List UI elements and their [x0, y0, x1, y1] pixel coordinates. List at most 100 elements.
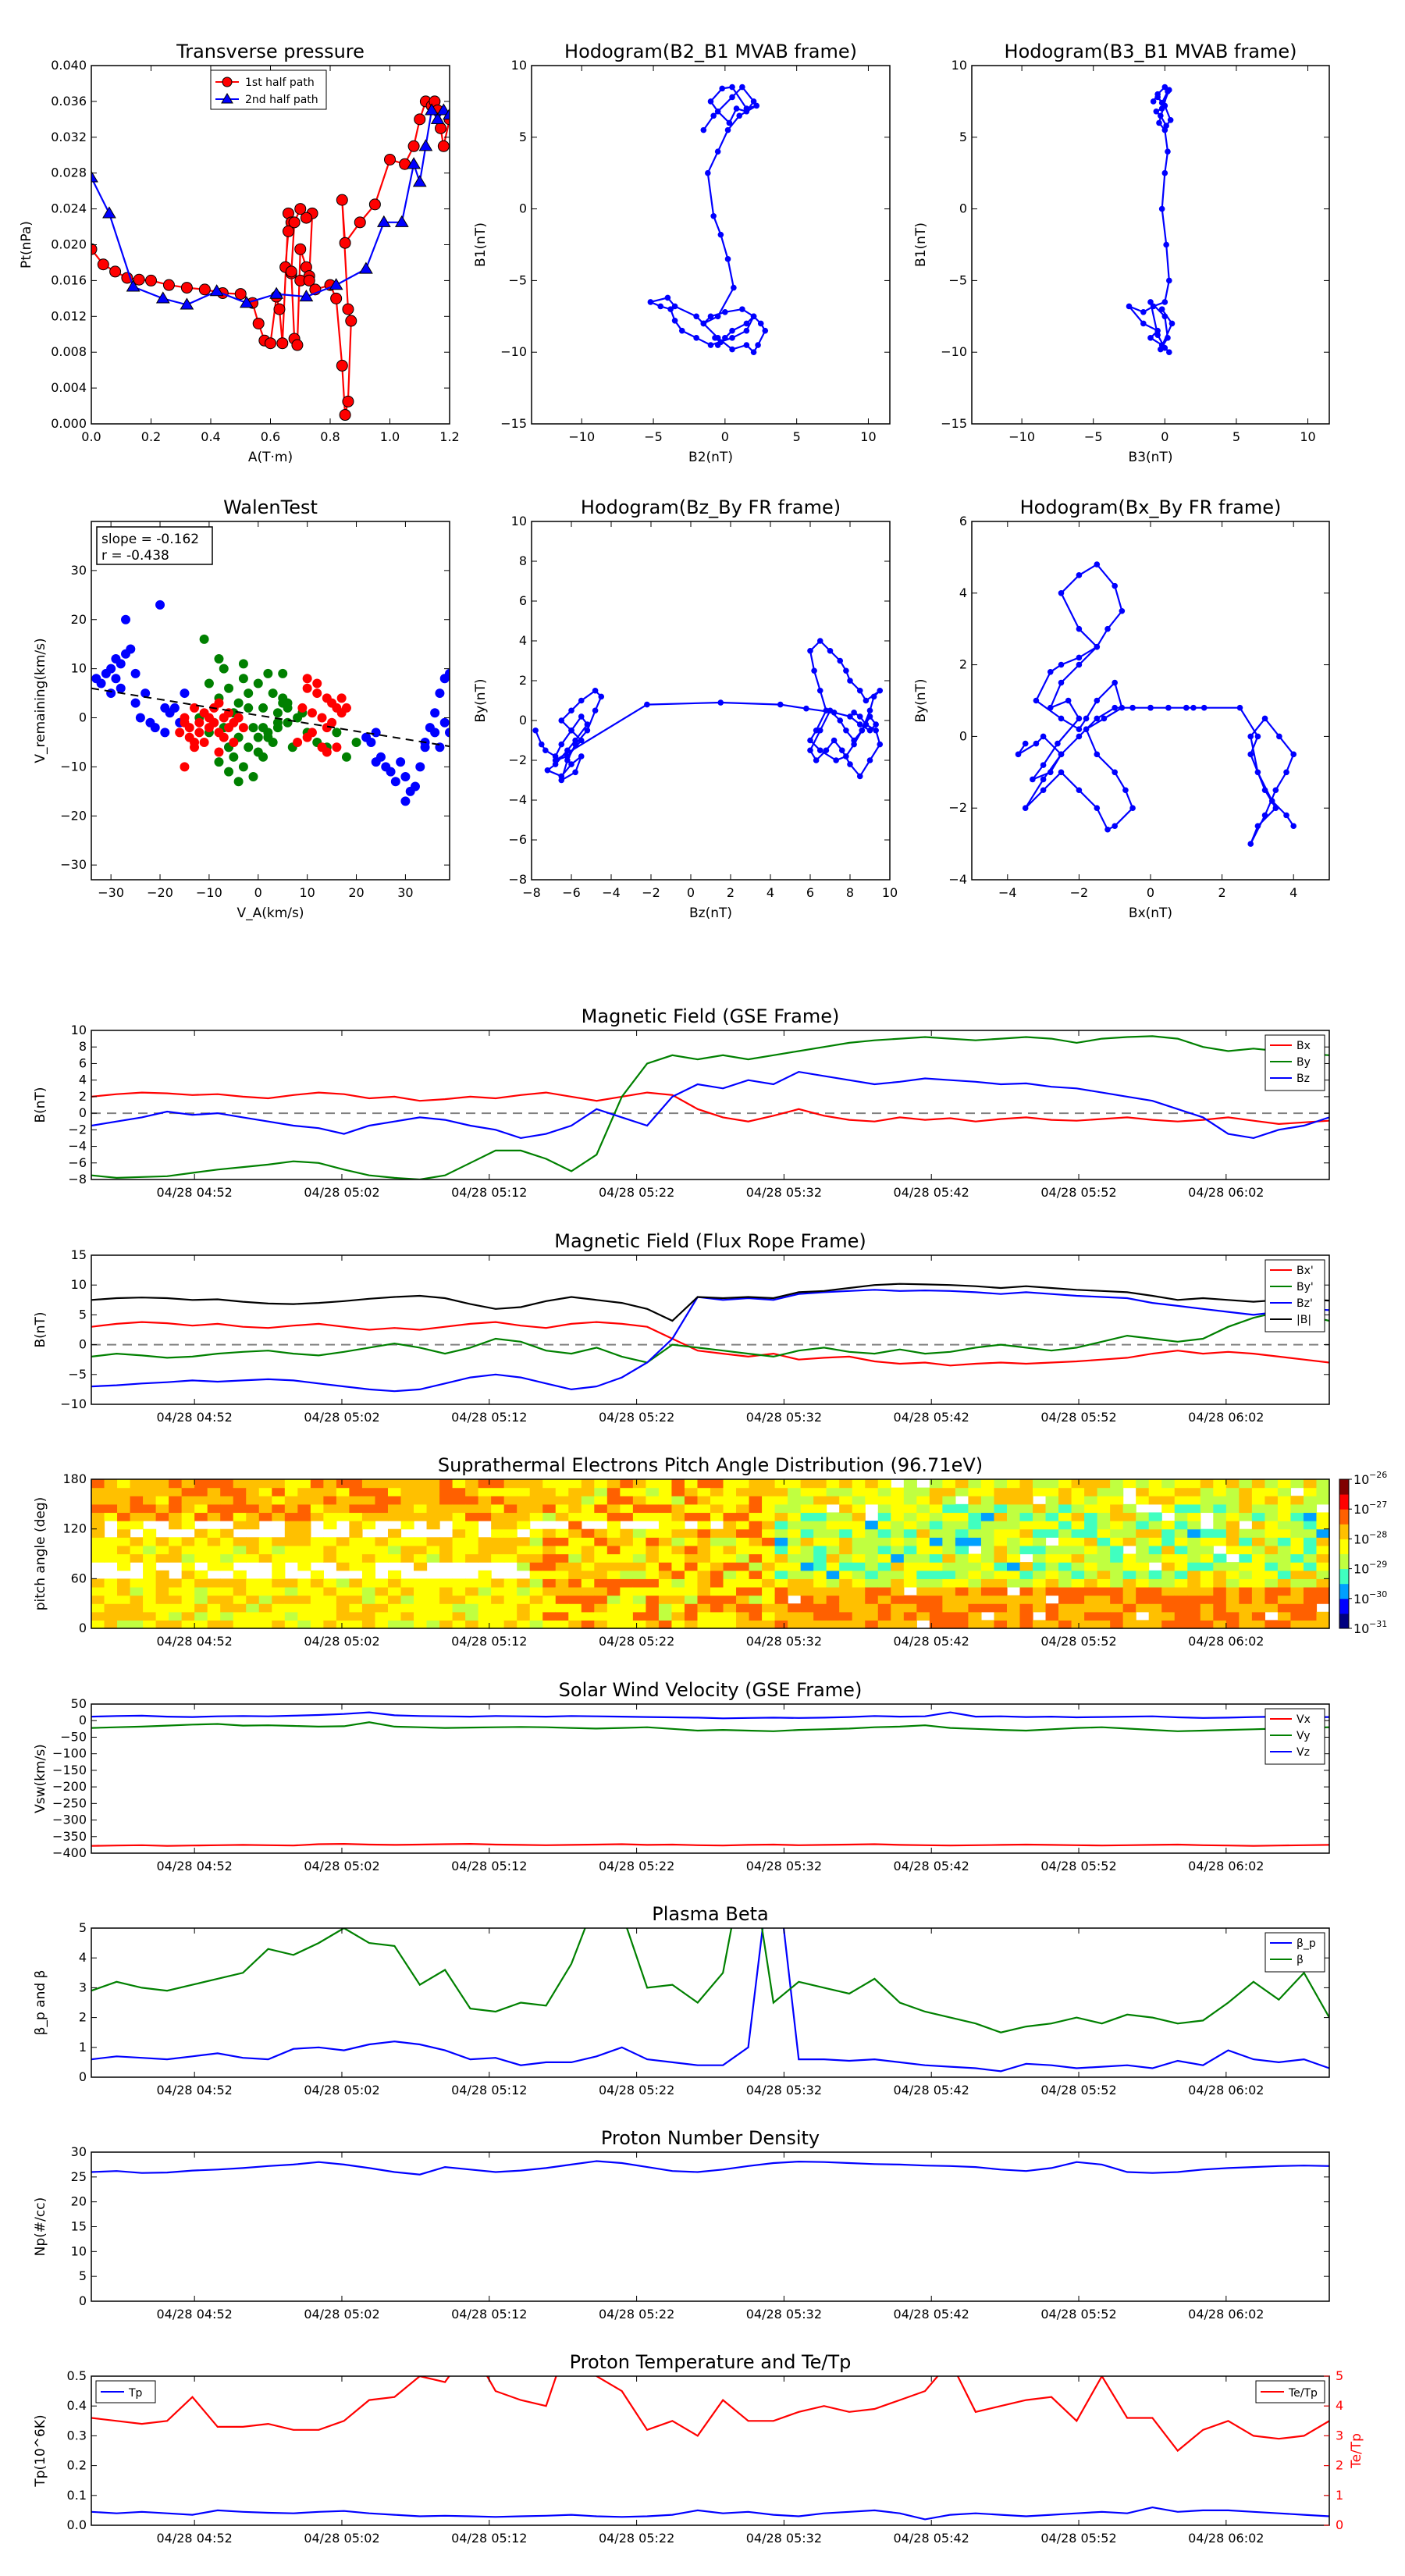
heatmap-cell: [1225, 1570, 1240, 1579]
heatmap-cell: [903, 1479, 917, 1489]
heatmap-cell: [980, 1562, 995, 1571]
heatmap-cell: [1136, 1603, 1150, 1613]
heatmap-cell: [1303, 1503, 1318, 1514]
heatmap-cell: [1136, 1521, 1150, 1530]
heatmap-cell: [762, 1537, 776, 1546]
x-tick-label: 4: [1289, 885, 1297, 900]
heatmap-cell: [155, 1545, 169, 1555]
y-tick-label: 5: [519, 130, 527, 144]
x-tick-label: 04/28 05:32: [746, 1859, 822, 1873]
heatmap-cell: [826, 1553, 840, 1563]
heatmap-cell: [826, 1562, 840, 1571]
heatmap-cell: [297, 1521, 311, 1530]
heatmap-cell: [865, 1611, 879, 1621]
heatmap-cell: [207, 1553, 221, 1563]
y-tick-label: 0.040: [51, 58, 87, 73]
data-marker: [1122, 787, 1129, 794]
heatmap-cell: [555, 1545, 569, 1555]
heatmap-cell: [1045, 1611, 1059, 1621]
heatmap-cell: [181, 1545, 195, 1555]
heatmap-cell: [813, 1595, 827, 1604]
heatmap-cell: [568, 1545, 582, 1555]
heatmap-cell: [1225, 1528, 1240, 1538]
colorbar-segment: [1339, 1479, 1349, 1495]
heatmap-cell: [542, 1578, 557, 1588]
heatmap-cell: [710, 1562, 724, 1571]
data-marker: [1154, 327, 1161, 334]
heatmap-cell: [1006, 1503, 1021, 1514]
data-marker: [1154, 94, 1161, 101]
heatmap-cell: [749, 1496, 763, 1505]
heatmap-cell: [117, 1562, 131, 1571]
heatmap-cell: [361, 1620, 376, 1629]
heatmap-cell: [155, 1503, 169, 1514]
y-tick-label: 15: [71, 1247, 87, 1262]
heatmap-cell: [955, 1545, 969, 1555]
heatmap-cell: [529, 1487, 543, 1496]
heatmap-cell: [1136, 1553, 1150, 1563]
heatmap-cell: [233, 1545, 247, 1555]
heatmap-cell: [877, 1503, 891, 1514]
scatter-point: [258, 703, 269, 713]
heatmap-cell: [349, 1496, 363, 1505]
heatmap-cell: [1239, 1496, 1253, 1505]
y-tick-label: −20: [60, 808, 87, 823]
data-marker: [1150, 303, 1157, 310]
heatmap-cell: [891, 1537, 905, 1546]
heatmap-cell: [361, 1603, 376, 1613]
heatmap-cell: [220, 1562, 234, 1571]
heatmap-cell: [284, 1479, 298, 1489]
heatmap-cell: [646, 1503, 660, 1514]
heatmap-cell: [478, 1512, 492, 1521]
data-marker: [1166, 277, 1172, 284]
chart-title: Magnetic Field (Flux Rope Frame): [554, 1230, 866, 1252]
data-marker: [1200, 704, 1208, 711]
y-tick-label: 5: [79, 1920, 87, 1935]
heatmap-cell: [1084, 1553, 1098, 1563]
data-marker: [1272, 805, 1279, 811]
heatmap-cell: [452, 1521, 466, 1530]
heatmap-cell: [1136, 1545, 1150, 1555]
heatmap-cell: [620, 1595, 634, 1604]
heatmap-cell: [181, 1578, 195, 1588]
heatmap-cell: [1122, 1562, 1136, 1571]
heatmap-cell: [606, 1620, 621, 1629]
heatmap-cell: [169, 1521, 183, 1530]
x-tick-label: 04/28 05:12: [451, 1634, 527, 1649]
heatmap-cell: [181, 1562, 195, 1571]
x-tick-label: 04/28 05:02: [304, 1859, 379, 1873]
heatmap-cell: [1058, 1512, 1072, 1521]
data-marker: [664, 294, 671, 301]
heatmap-cell: [762, 1496, 776, 1505]
heatmap-cell: [1264, 1578, 1279, 1588]
heatmap-cell: [1097, 1537, 1111, 1546]
heatmap-cell: [91, 1496, 105, 1505]
heatmap-cell: [272, 1620, 286, 1629]
heatmap-cell: [310, 1603, 324, 1613]
heatmap-cell: [336, 1487, 350, 1496]
y-tick-label: −10: [60, 759, 87, 774]
heatmap-cell: [1251, 1562, 1265, 1571]
heatmap-cell: [800, 1512, 814, 1521]
x-tick-label: −10: [196, 885, 222, 900]
y-tick-label: 25: [71, 2169, 87, 2184]
heatmap-cell: [323, 1553, 337, 1563]
heatmap-cell: [800, 1620, 814, 1629]
heatmap-cell: [826, 1586, 840, 1596]
data-marker: [733, 105, 740, 112]
data-marker: [584, 727, 591, 734]
y-tick-label: −4: [508, 792, 527, 807]
heatmap-cell: [980, 1503, 995, 1514]
heatmap-cell: [529, 1496, 543, 1505]
heatmap-cell: [1290, 1603, 1304, 1613]
heatmap-cell: [697, 1521, 711, 1530]
x-tick-label: 04/28 06:02: [1188, 1634, 1264, 1649]
heatmap-cell: [1071, 1528, 1085, 1538]
heatmap-cell: [542, 1503, 557, 1514]
data-marker: [425, 103, 439, 116]
x-tick-label: −4: [602, 885, 621, 900]
heatmap-cell: [1148, 1487, 1162, 1496]
heatmap-cell: [774, 1603, 788, 1613]
heatmap-cell: [1316, 1528, 1330, 1538]
